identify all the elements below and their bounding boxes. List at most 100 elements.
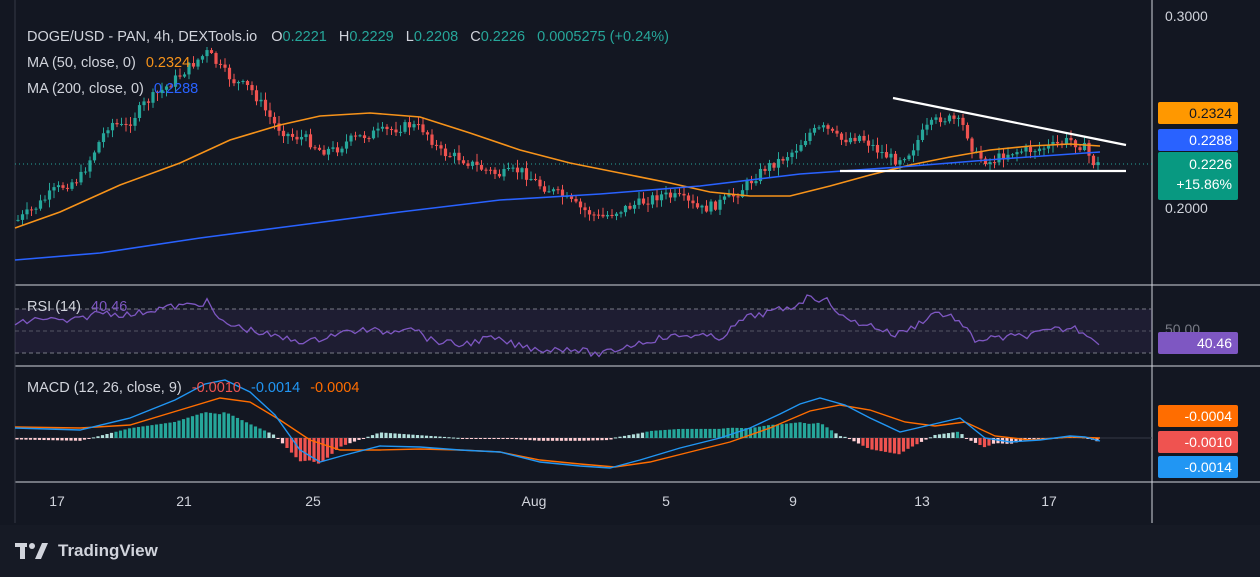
macd-hist-value: -0.0010 — [191, 380, 241, 396]
macd-histogram-bar — [640, 432, 645, 438]
macd-histogram-bar — [910, 438, 915, 447]
chart-canvas[interactable] — [0, 0, 1260, 525]
candle-body — [664, 192, 668, 195]
candle-body — [547, 191, 551, 193]
tradingview-logo[interactable]: TradingView — [15, 538, 158, 564]
symbol-legend[interactable]: DOGE/USD - PAN, 4h, DEXTools.io O0.2221 … — [27, 29, 669, 45]
candle-body — [416, 124, 421, 126]
macd-histogram-bar — [559, 438, 564, 441]
candle-body — [803, 140, 808, 146]
candle-body — [403, 122, 407, 132]
candle-body — [1096, 162, 1100, 166]
macd-histogram-bar — [649, 430, 654, 438]
macd-histogram-bar — [546, 438, 550, 441]
candle-body — [641, 198, 646, 204]
macd-histogram-bar — [429, 435, 433, 438]
candle-body — [853, 137, 857, 142]
macd-histogram-bar — [199, 413, 204, 438]
trendlines[interactable] — [840, 96, 1127, 173]
candle-body — [763, 168, 767, 171]
candle-body — [479, 164, 484, 170]
macd-histogram-bar — [87, 438, 91, 439]
macd-histogram-bar — [807, 423, 811, 438]
macd-histogram-bar — [91, 437, 96, 439]
candle-body — [223, 64, 227, 68]
macd-histogram-bar — [114, 431, 118, 438]
macd-histogram-bar — [280, 438, 285, 444]
macd-histogram-bar — [195, 414, 199, 438]
candle-body — [56, 185, 61, 188]
candle-body — [812, 127, 817, 133]
macd-histogram-bar — [987, 438, 991, 446]
candle-body — [988, 162, 992, 165]
candle-body — [839, 133, 844, 140]
candle-body — [695, 203, 700, 208]
ma200-label: MA (200, close, 0) — [27, 81, 144, 97]
ma50-line — [14, 112, 1101, 229]
candle-body — [412, 124, 416, 128]
macd-histogram-bar — [933, 434, 937, 438]
candle-body — [520, 168, 524, 173]
macd-histogram-bar — [991, 438, 996, 444]
macd-histogram-bar — [541, 438, 546, 441]
ma200-price-label: 0.2288 — [1158, 129, 1238, 151]
candle-body — [371, 130, 376, 139]
candle-body — [380, 126, 385, 129]
candle-body — [227, 67, 232, 80]
macd-histogram-bar — [609, 438, 613, 440]
rsi-line — [14, 294, 1100, 358]
chart-panel[interactable]: DOGE/USD - PAN, 4h, DEXTools.io O0.2221 … — [0, 0, 1260, 525]
candle-body — [934, 117, 938, 120]
macd-histogram-bar — [595, 438, 600, 441]
macd-histogram-bar — [487, 438, 492, 439]
candle-body — [1064, 137, 1069, 145]
ma50-value: 0.2324 — [145, 55, 191, 71]
macd-histogram-bar — [1032, 438, 1036, 439]
macd-histogram-bar — [681, 428, 685, 438]
macd-histogram-bar — [820, 424, 825, 438]
candle-body — [1051, 141, 1055, 146]
candle-body — [943, 121, 947, 123]
candle-body — [128, 124, 133, 126]
candle-body — [137, 105, 142, 118]
candle-body — [263, 99, 268, 111]
macd-legend[interactable]: MACD (12, 26, close, 9) -0.0010 -0.0014 … — [27, 380, 359, 396]
candle-body — [421, 124, 425, 133]
macd-histogram-bar — [951, 432, 955, 438]
candle-body — [29, 209, 34, 211]
candle-body — [560, 189, 565, 197]
last-price-change: +15.86% — [1176, 176, 1232, 192]
macd-histogram-bar — [168, 422, 172, 438]
macd-histogram-bar — [672, 429, 676, 438]
candle-body — [772, 163, 776, 168]
ma200-legend[interactable]: MA (200, close, 0) 0.2288 — [27, 81, 198, 97]
candle-body — [551, 189, 556, 192]
candle-body — [295, 136, 299, 140]
candle-body — [439, 145, 443, 149]
candle-body — [340, 148, 344, 153]
macd-histogram-bar — [172, 421, 177, 438]
macd-histogram-bar — [474, 438, 478, 439]
moving-averages — [14, 112, 1101, 261]
macd-histogram-bar — [262, 430, 267, 438]
candle-body — [538, 179, 542, 187]
macd-histogram-bar — [568, 438, 573, 441]
candle-body — [961, 117, 965, 125]
macd-histogram-bar — [136, 427, 141, 438]
candle-body — [596, 214, 601, 216]
macd-histogram-bar — [312, 438, 316, 462]
candle-body — [241, 81, 245, 83]
macd-histogram-bar — [127, 428, 132, 438]
macd-histogram-bar — [969, 438, 973, 441]
macd-histogram-bar — [235, 417, 240, 438]
candle-body — [281, 130, 286, 137]
macd-histogram-bar — [289, 438, 294, 453]
candle-body — [1069, 137, 1073, 141]
candle-body — [133, 117, 137, 126]
candle-body — [268, 110, 272, 117]
rsi-legend[interactable]: RSI (14) 40.46 — [27, 299, 127, 315]
ma50-legend[interactable]: MA (50, close, 0) 0.2324 — [27, 55, 190, 71]
macd-histogram-bar — [483, 438, 487, 439]
candle-body — [511, 167, 515, 169]
candle-body — [637, 198, 641, 205]
